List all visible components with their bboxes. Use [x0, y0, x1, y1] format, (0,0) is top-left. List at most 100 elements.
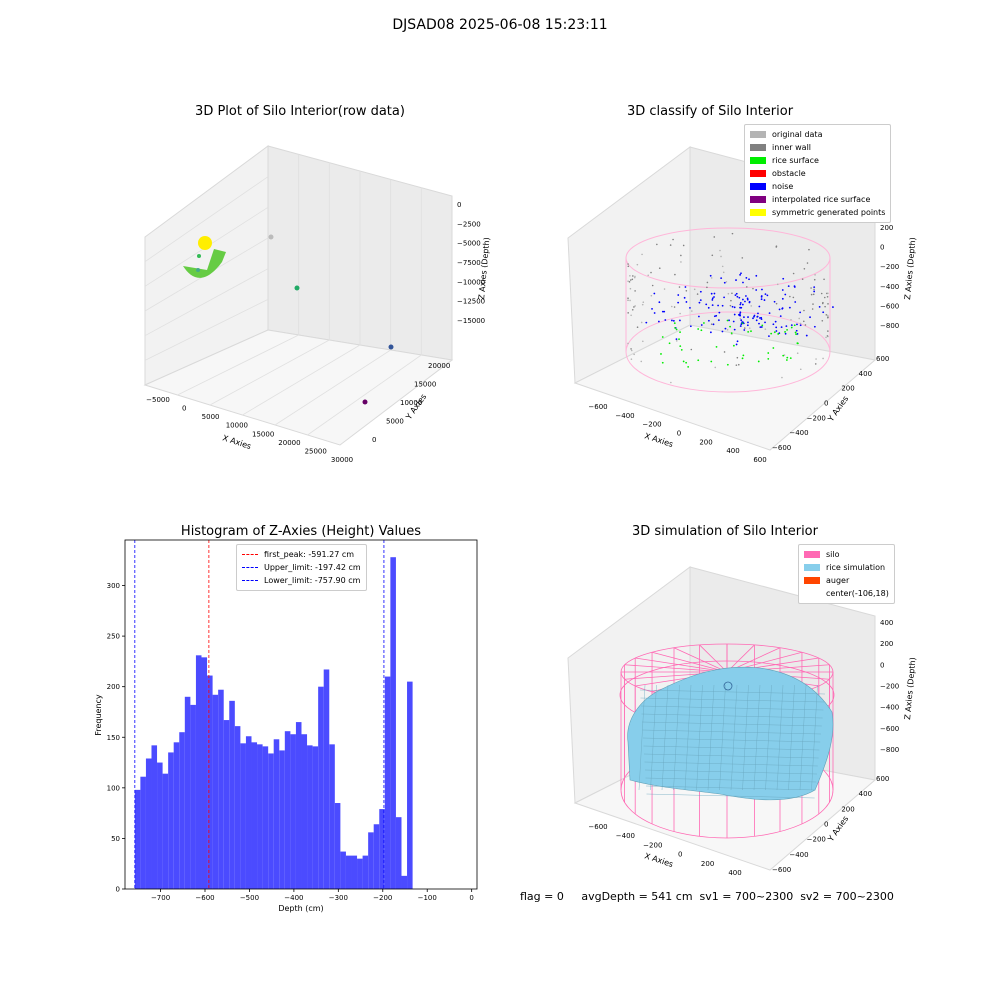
- histogram-y-tick: 0: [116, 886, 120, 894]
- histogram-title: Histogram of Z-Axies (Height) Values: [180, 524, 422, 539]
- raw-z-tick: −12500: [457, 298, 485, 306]
- legend-item-center: center(-106,18): [826, 589, 889, 598]
- classify-y-tick: 0: [824, 400, 828, 408]
- histogram-bar: [340, 851, 346, 889]
- histogram-bar: [351, 855, 358, 889]
- histogram-bar: [318, 686, 324, 889]
- raw-y-tick: 5000: [386, 418, 404, 426]
- legend-item-first-peak: first_peak: -591.27 cm: [242, 548, 361, 561]
- histogram-y-tick: 50: [111, 835, 120, 843]
- classify-y-tick: 200: [841, 385, 854, 393]
- raw-point: [196, 268, 200, 272]
- raw-rice-surface-points: [183, 249, 226, 278]
- histogram-bar: [290, 734, 296, 889]
- histogram-bar: [145, 758, 152, 889]
- histogram-x-tick: −600: [195, 894, 214, 902]
- classify-y-tick: 400: [859, 370, 872, 378]
- histogram-bar: [334, 803, 341, 889]
- raw-x-tick: 0: [182, 405, 186, 413]
- raw-point: [388, 344, 394, 350]
- histogram-bar: [151, 745, 158, 889]
- histogram-bar: [251, 742, 258, 889]
- classify-y-tick: −200: [807, 414, 826, 422]
- histogram-bar: [184, 696, 191, 889]
- histogram-bar: [257, 744, 263, 889]
- raw-symmetric-points: [198, 236, 212, 250]
- raw-point: [294, 285, 300, 291]
- sim-y-tick: −200: [807, 836, 826, 844]
- classify-x-tick: −400: [615, 412, 634, 420]
- histogram-bar: [173, 742, 180, 889]
- histogram-bar: [245, 736, 252, 889]
- histogram-y-tick: 250: [107, 633, 120, 641]
- classify-x-tick: 0: [677, 430, 681, 438]
- histogram-bar: [212, 694, 219, 889]
- histogram-bar: [168, 752, 174, 889]
- histogram-bar: [279, 750, 285, 889]
- legend-item-symmetric: symmetric generated points: [750, 206, 885, 219]
- histogram-bar: [345, 855, 352, 889]
- raw-z-tick: −10000: [457, 278, 485, 286]
- classify-x-tick: 600: [753, 456, 766, 464]
- raw-z-tick: −7500: [457, 259, 481, 267]
- classify-x-tick: 200: [699, 438, 712, 446]
- histogram-bar: [207, 675, 213, 889]
- histogram-y-tick: 300: [107, 582, 120, 590]
- legend-item-upper-limit: Upper_limit: -197.42 cm: [242, 561, 361, 574]
- legend-item-original: original data: [750, 128, 885, 141]
- histogram-x-tick: 0: [469, 894, 473, 902]
- histogram-frame: [124, 539, 478, 890]
- simulation-legend: silo rice simulation auger center(-106,1…: [798, 544, 895, 604]
- classify-y-tick: −400: [789, 429, 808, 437]
- classify-z-tick: −800: [880, 322, 899, 330]
- legend-item-obstacle: obstacle: [750, 167, 885, 180]
- raw-x-tick: 5000: [202, 413, 220, 421]
- raw-plot-title: 3D Plot of Silo Interior(row data): [195, 104, 405, 119]
- histogram-x-tick: −400: [284, 894, 303, 902]
- raw-z-tick: −2500: [457, 220, 481, 228]
- histogram-bar: [229, 700, 235, 889]
- legend-item-interpolated: interpolated rice surface: [750, 193, 885, 206]
- classify-z-tick: 200: [880, 224, 893, 232]
- raw-point: [268, 234, 274, 240]
- histogram-bar: [195, 655, 202, 889]
- classify-z-tick: 0: [880, 244, 884, 252]
- sim-y-tick: 400: [859, 790, 872, 798]
- histogram-bar: [312, 746, 319, 889]
- classify-x-tick: −600: [588, 403, 607, 411]
- raw-x-tick: 20000: [278, 439, 300, 447]
- histogram-y-tick: 150: [107, 734, 120, 742]
- legend-item-rice-surface: rice surface: [750, 154, 885, 167]
- raw-x-tick: 10000: [226, 422, 248, 430]
- sim-x-tick: −200: [643, 841, 662, 849]
- histogram-y-label: Frequency: [94, 694, 103, 736]
- histogram-bar: [301, 734, 308, 889]
- raw-z-tick: −5000: [457, 240, 481, 248]
- raw-z-tick: −15000: [457, 317, 485, 325]
- histogram-bar: [268, 753, 274, 889]
- histogram-bar: [262, 746, 269, 889]
- sim-x-tick: 0: [678, 851, 682, 859]
- histogram-bar: [407, 681, 413, 889]
- histogram-legend: first_peak: -591.27 cm Upper_limit: -197…: [236, 544, 367, 591]
- sim-z-tick: 0: [880, 661, 884, 669]
- histogram-bar: [234, 726, 241, 889]
- histogram-bar: [362, 855, 369, 889]
- histogram-bar: [295, 722, 302, 889]
- histogram-y-tick: 200: [107, 683, 120, 691]
- raw-x-tick: 25000: [305, 447, 327, 455]
- raw-x-tick: −5000: [146, 396, 170, 404]
- histogram-bar: [201, 657, 208, 889]
- simulation-plot-title: 3D simulation of Silo Interior: [632, 524, 818, 539]
- sim-z-tick: 200: [880, 640, 893, 648]
- raw-x-tick: 30000: [331, 456, 353, 464]
- sim-y-tick: 200: [841, 805, 854, 813]
- histogram-bar: [218, 689, 224, 889]
- status-footer: flag = 0 avgDepth = 541 cm sv1 = 700~230…: [520, 890, 894, 903]
- classify-y-tick: −600: [772, 444, 791, 452]
- sim-z-label: Z Axies (Depth): [903, 657, 917, 720]
- sim-y-tick: 0: [824, 821, 828, 829]
